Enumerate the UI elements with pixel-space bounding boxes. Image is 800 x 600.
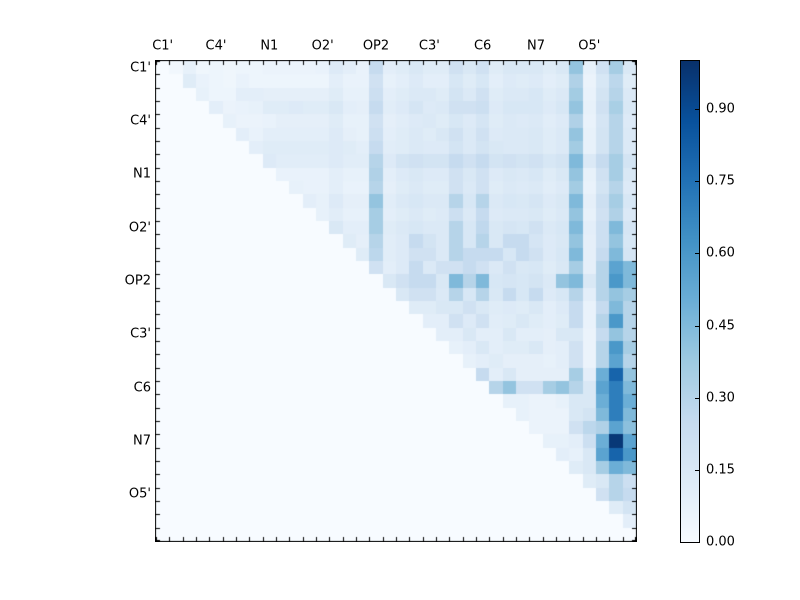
colorbar-tick-mark bbox=[695, 398, 699, 399]
x-tick-label: C6 bbox=[473, 38, 492, 54]
y-tick-label: C4' bbox=[130, 113, 151, 129]
colorbar bbox=[680, 60, 700, 543]
colorbar-tick-mark bbox=[695, 253, 699, 254]
x-tick-label: N1 bbox=[260, 38, 279, 54]
colorbar-tick-label: 0.00 bbox=[706, 534, 735, 550]
y-tick-label: C3' bbox=[130, 326, 151, 342]
x-tick-label: O5' bbox=[578, 38, 601, 54]
colorbar-tick-label: 0.30 bbox=[706, 390, 735, 406]
colorbar-tick-label: 0.45 bbox=[706, 318, 735, 334]
x-tick-label: OP2 bbox=[362, 38, 390, 54]
x-tick-label: C3' bbox=[418, 38, 440, 54]
heatmap-canvas bbox=[155, 60, 637, 542]
colorbar-tick-mark bbox=[695, 542, 699, 543]
y-tick-label: OP2 bbox=[124, 273, 151, 289]
y-tick-label: O2' bbox=[128, 220, 151, 236]
colorbar-tick-label: 0.15 bbox=[706, 462, 735, 478]
x-tick-label: C1' bbox=[152, 38, 174, 54]
colorbar-tick-mark bbox=[695, 326, 699, 327]
colorbar-tick-mark bbox=[695, 181, 699, 182]
y-tick-label: C1' bbox=[130, 60, 151, 76]
x-tick-label: C4' bbox=[205, 38, 227, 54]
colorbar-gradient bbox=[681, 61, 699, 542]
colorbar-tick-label: 0.75 bbox=[706, 173, 735, 189]
x-tick-label: O2' bbox=[311, 38, 334, 54]
colorbar-tick-mark bbox=[695, 470, 699, 471]
y-tick-label: C6 bbox=[133, 380, 151, 396]
y-tick-label: N7 bbox=[133, 433, 151, 449]
colorbar-tick-label: 0.90 bbox=[706, 101, 735, 117]
colorbar-tick-mark bbox=[695, 109, 699, 110]
colorbar-tick-label: 0.60 bbox=[706, 245, 735, 261]
y-tick-label: O5' bbox=[128, 486, 151, 502]
x-tick-label: N7 bbox=[527, 38, 545, 54]
y-tick-label: N1 bbox=[133, 166, 151, 182]
